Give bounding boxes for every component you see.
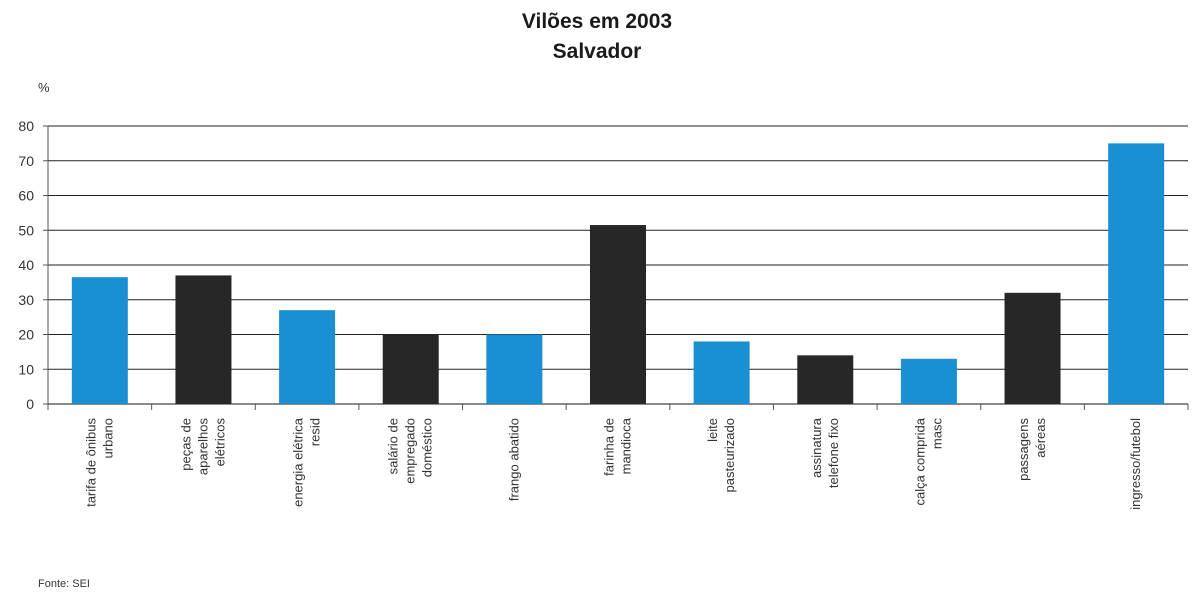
y-unit-label: %	[38, 80, 50, 95]
x-category-label: urbano	[100, 418, 115, 458]
y-tick-label: 0	[26, 396, 34, 412]
x-category-label: pasteurizado	[722, 418, 737, 492]
chart-title: Vilões em 2003	[521, 10, 673, 33]
bar	[590, 225, 646, 404]
bar	[1108, 143, 1165, 404]
bar	[279, 310, 336, 404]
x-category-label: aéreas	[1033, 418, 1048, 458]
x-category-label: elétricos	[212, 418, 227, 467]
bar	[71, 277, 128, 404]
x-category-label: mandioca	[619, 417, 634, 474]
x-category-label: passagens	[1016, 418, 1031, 481]
x-category-label: telefone fixo	[826, 418, 841, 488]
x-category-label: resid	[308, 418, 323, 446]
x-category-label: aparelhos	[195, 418, 210, 476]
x-category-label: assinatura	[809, 417, 824, 478]
bar	[486, 334, 543, 404]
x-category-label: frango abatido	[506, 418, 521, 501]
y-tick-label: 60	[18, 188, 34, 204]
bar	[175, 275, 232, 404]
chart-subtitle: Salvador	[552, 40, 642, 63]
x-category-label: tarifa de ônibus	[83, 418, 98, 507]
x-category-label: doméstico	[420, 418, 435, 477]
source-note: Fonte: SEI	[38, 578, 90, 590]
bar	[382, 334, 439, 404]
x-category-label: calça comprida	[912, 417, 927, 505]
x-category-label: energia elétrica	[291, 417, 306, 507]
x-category-label: salário de	[386, 418, 401, 474]
bar	[693, 341, 750, 404]
y-tick-label: 70	[18, 153, 34, 169]
bar	[900, 358, 957, 404]
y-tick-label: 30	[18, 292, 34, 308]
x-category-label: leite	[705, 418, 720, 442]
bar	[1004, 292, 1061, 404]
y-tick-label: 20	[18, 327, 34, 343]
y-tick-label: 40	[18, 257, 34, 273]
x-category-label: masc	[929, 418, 944, 450]
x-category-label: empregado	[403, 418, 418, 484]
bar	[797, 355, 854, 404]
y-tick-label: 10	[18, 361, 34, 377]
x-category-label: peças de	[178, 418, 193, 471]
y-tick-label: 80	[18, 118, 34, 134]
x-category-label: farinha de	[602, 418, 617, 476]
y-tick-label: 50	[18, 222, 34, 238]
x-category-label: ingresso/futebol	[1128, 418, 1143, 510]
